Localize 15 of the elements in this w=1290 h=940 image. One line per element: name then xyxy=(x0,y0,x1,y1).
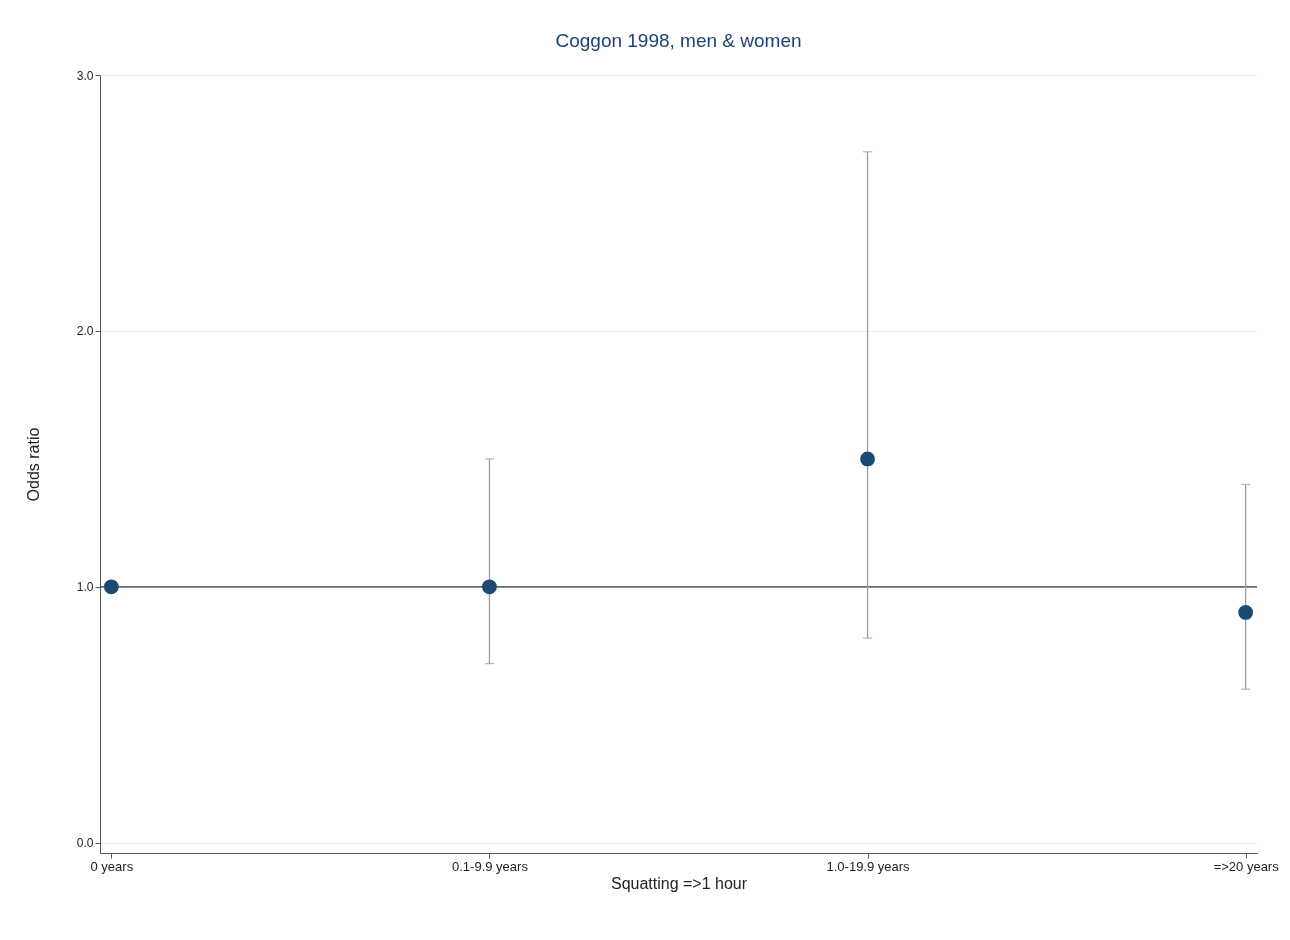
x-tick-label: 0 years xyxy=(90,858,134,874)
y-tick-label: 1.0 xyxy=(76,580,94,595)
point xyxy=(860,451,875,467)
x-tick-label: 0.1-9.9 years xyxy=(452,858,529,874)
y-axis-title: Odds ratio xyxy=(24,427,42,502)
x-axis-title: Squatting =>1 hour xyxy=(610,874,748,892)
chart-title: Coggon 1998, men & women xyxy=(555,30,802,51)
y-tick-label: 0.0 xyxy=(76,836,94,851)
x-tick-label: =>20 years xyxy=(1213,858,1280,874)
y-tick-label: 2.0 xyxy=(76,324,94,339)
x-tick-label: 1.0-19.9 years xyxy=(826,858,911,874)
y-tick-label: 3.0 xyxy=(76,68,94,83)
point xyxy=(482,579,497,595)
point xyxy=(103,579,119,595)
point xyxy=(1238,605,1254,620)
